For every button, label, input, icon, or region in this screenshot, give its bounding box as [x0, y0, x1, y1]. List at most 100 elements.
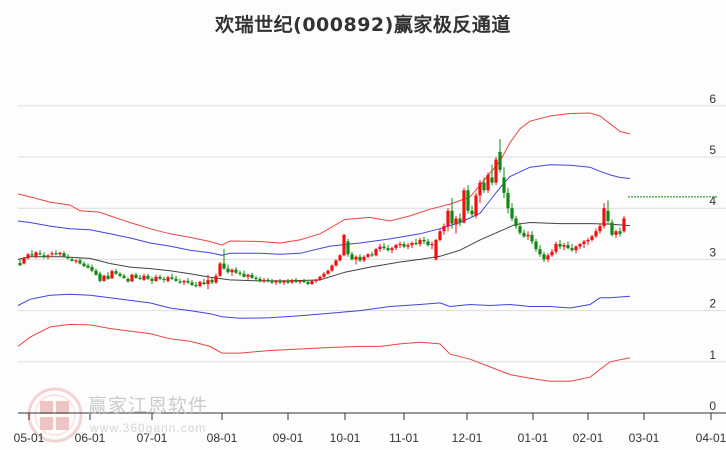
candle — [54, 250, 58, 256]
candle — [82, 261, 86, 268]
candle — [302, 278, 306, 283]
candle — [94, 268, 98, 276]
candle — [394, 244, 398, 251]
candle — [366, 253, 370, 259]
candle — [598, 223, 602, 234]
candle — [342, 233, 346, 257]
watermark-text: 赢家江恩软件 — [88, 395, 209, 417]
candle — [538, 245, 542, 257]
candle — [18, 259, 22, 266]
candle — [22, 256, 26, 265]
candle — [206, 274, 210, 290]
candle — [478, 180, 482, 204]
candle — [182, 279, 186, 285]
candle — [334, 259, 338, 267]
candle — [374, 248, 378, 257]
candle — [414, 238, 418, 246]
candle — [558, 239, 562, 250]
candle — [426, 238, 430, 247]
candle — [494, 157, 498, 186]
y-axis: 0 1 2 3 4 5 6 — [709, 92, 716, 413]
candle — [214, 273, 218, 284]
candle — [338, 254, 342, 262]
candle — [234, 267, 238, 274]
candle — [434, 238, 438, 261]
candle — [438, 228, 442, 242]
candle — [402, 241, 406, 249]
candle — [86, 263, 90, 269]
candle — [70, 256, 74, 262]
candle — [250, 272, 254, 279]
candle — [74, 259, 78, 264]
candle — [574, 245, 578, 254]
candle — [62, 251, 66, 257]
candle — [378, 244, 382, 252]
candle — [118, 272, 122, 278]
candle — [462, 187, 466, 224]
candle — [274, 279, 278, 285]
candle — [382, 243, 386, 251]
candle — [238, 270, 242, 276]
candle — [422, 236, 426, 245]
candle — [110, 269, 114, 279]
candle — [398, 241, 402, 249]
candle — [46, 254, 50, 260]
candle — [358, 254, 362, 262]
candle — [314, 278, 318, 283]
candle — [298, 279, 302, 284]
x-tick-label: 07-01 — [137, 431, 168, 445]
candle — [346, 238, 350, 257]
candle — [470, 205, 474, 218]
candle — [58, 251, 62, 257]
candlesticks — [18, 139, 626, 290]
candle — [474, 192, 478, 219]
candle — [430, 241, 434, 250]
candle — [174, 275, 178, 282]
lower-outer-band — [17, 323, 631, 382]
y-tick-label: 5 — [709, 143, 716, 157]
candle — [618, 227, 622, 237]
candle — [42, 252, 46, 259]
candle — [242, 270, 246, 278]
candle — [370, 251, 374, 257]
candle — [510, 203, 514, 221]
candle — [290, 278, 294, 284]
candle — [126, 277, 130, 283]
candle — [458, 213, 462, 227]
candle — [230, 268, 234, 276]
candle — [154, 274, 158, 282]
lower-inner-band — [17, 293, 631, 319]
candle — [142, 273, 146, 281]
candle — [170, 273, 174, 280]
candle — [26, 253, 30, 260]
candle — [586, 237, 590, 246]
candle — [522, 229, 526, 238]
candle — [530, 231, 534, 245]
candle — [534, 238, 538, 252]
candle — [418, 237, 422, 247]
y-tick-label: 0 — [709, 399, 716, 413]
candle — [410, 241, 414, 249]
candle — [218, 261, 222, 277]
x-tick-label: 05-01 — [14, 431, 45, 445]
candle — [102, 274, 106, 282]
candle — [562, 243, 566, 251]
candle — [506, 187, 510, 214]
x-tick-label: 03-01 — [629, 431, 660, 445]
candle — [566, 241, 570, 250]
candle — [554, 241, 558, 255]
candle — [306, 279, 310, 285]
middle-line — [17, 221, 631, 282]
candle — [610, 219, 614, 237]
candle — [222, 249, 226, 270]
candle — [98, 271, 102, 283]
candle — [286, 278, 290, 284]
candle — [406, 243, 410, 250]
candle — [622, 215, 626, 233]
candle — [190, 279, 194, 287]
candle — [594, 228, 598, 238]
candle — [134, 272, 138, 279]
chart-title: 欢瑞世纪(000892)赢家极反通道 — [215, 14, 511, 36]
candle — [202, 278, 206, 285]
